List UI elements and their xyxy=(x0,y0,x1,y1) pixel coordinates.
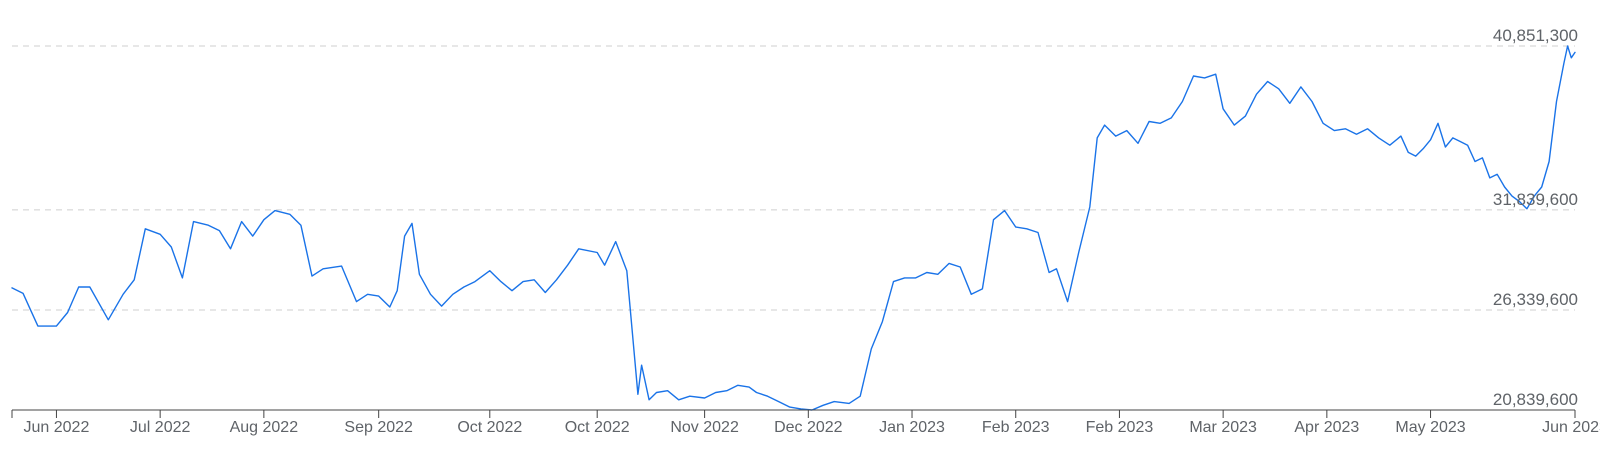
x-axis: Jun 2022 Jul 2022 Aug 2022 Sep 2022 Oct 2022… xyxy=(11,409,1600,436)
x-tick-label: Feb 2023 xyxy=(982,419,1050,436)
x-tick-label: May 2023 xyxy=(1395,419,1465,436)
y-grid xyxy=(12,45,1575,311)
x-tick-label: Nov 2022 xyxy=(670,419,739,436)
x-tick-label: Feb 2023 xyxy=(1086,419,1154,436)
x-tick-label: Jan 2023 xyxy=(879,419,945,436)
series-line-0 xyxy=(11,45,1576,411)
y-tick-label: 40,851,300 xyxy=(1493,26,1578,45)
x-tick-label: Oct 2022 xyxy=(457,419,522,436)
x-tick-label: Jun 2023 xyxy=(1542,419,1600,436)
y-tick-label: 20,839,600 xyxy=(1493,390,1578,409)
x-tick-label: Sep 2022 xyxy=(344,419,413,436)
x-tick-label: Aug 2022 xyxy=(230,419,299,436)
x-tick-label: Apr 2023 xyxy=(1294,419,1359,436)
y-tick-label: 26,339,600 xyxy=(1493,290,1578,309)
y-axis-labels: 20,839,600 26,339,600 31,839,600 40,851,300 xyxy=(1493,26,1578,409)
x-tick-label: Jun 2022 xyxy=(24,419,90,436)
x-tick-label: Oct 2022 xyxy=(565,419,630,436)
x-tick-label: Mar 2023 xyxy=(1189,419,1257,436)
series-layer xyxy=(11,45,1576,411)
y-tick-label: 31,839,600 xyxy=(1493,190,1578,209)
x-tick-label: Jul 2022 xyxy=(130,419,191,436)
x-tick-label: Dec 2022 xyxy=(774,419,843,436)
